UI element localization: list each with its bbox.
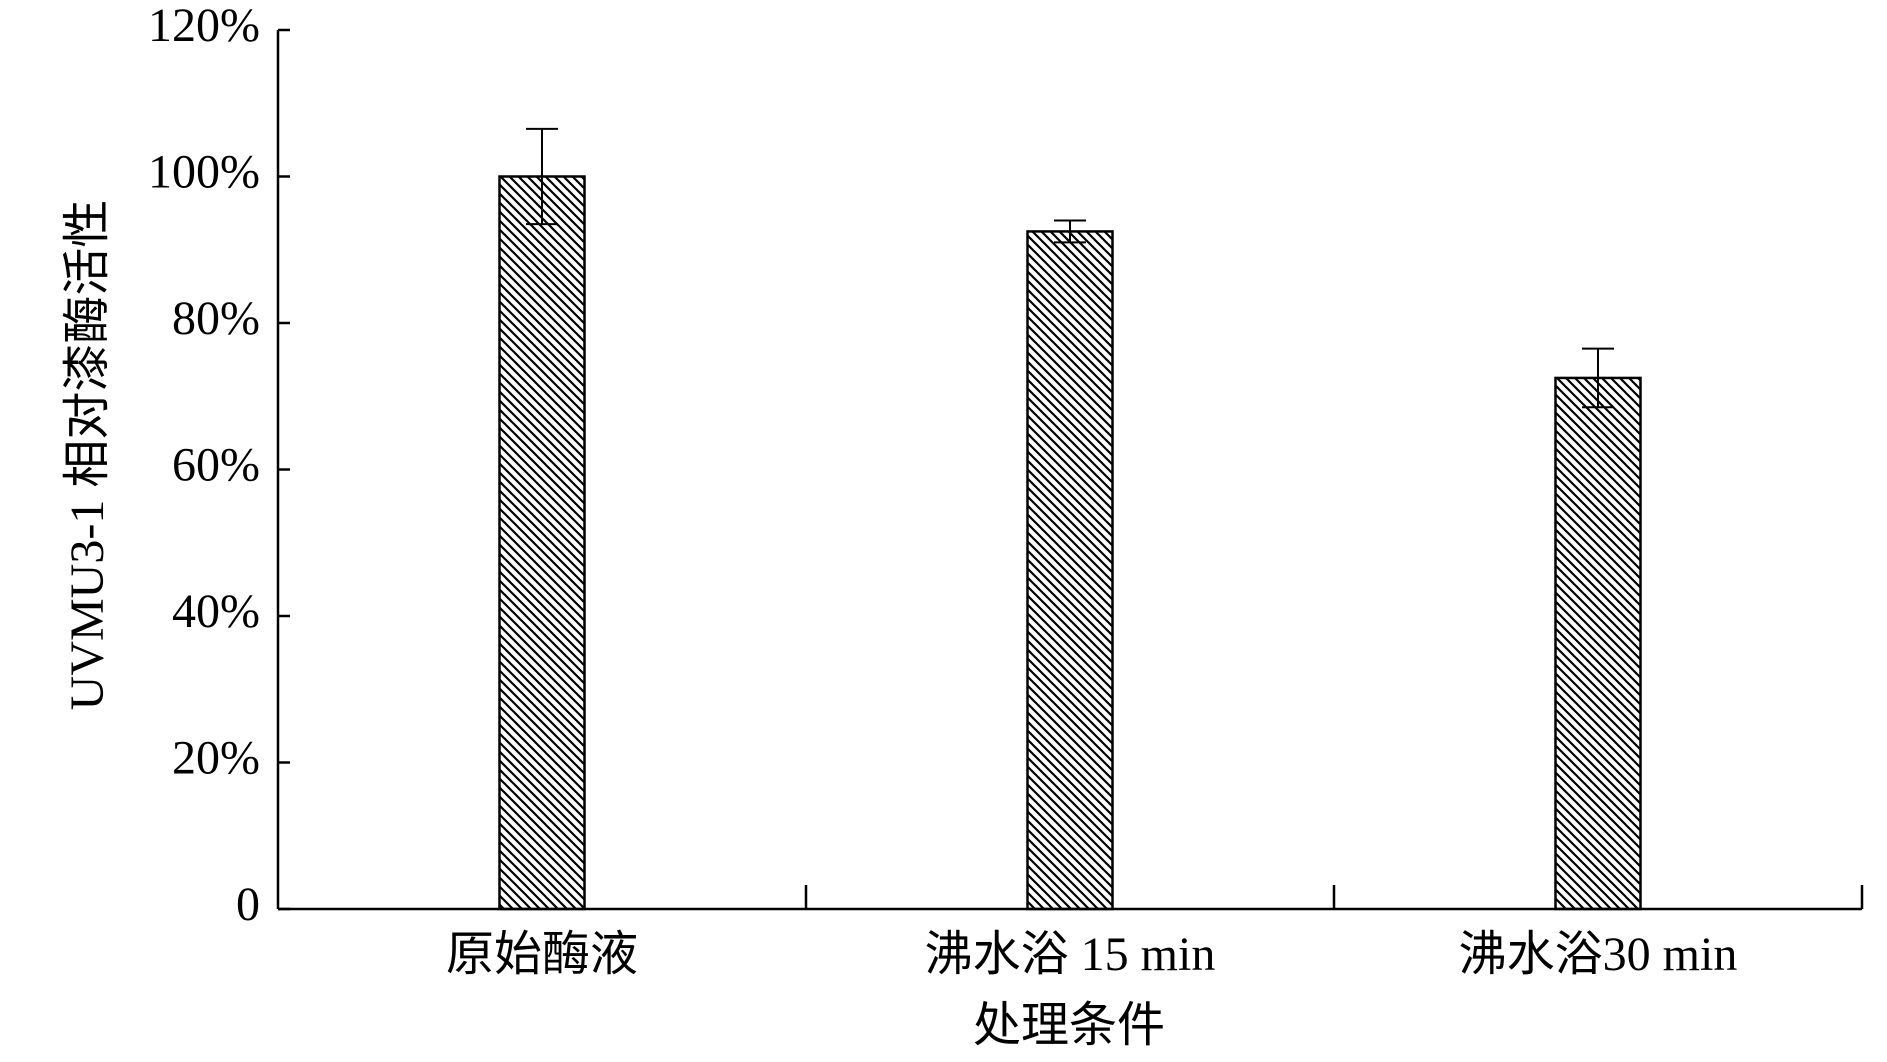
x-tick-label: 沸水浴30 min [1459,928,1738,981]
y-tick-label: 20% [172,732,260,785]
y-tick-label: 0 [236,878,260,931]
bar [1554,376,1642,911]
x-tick-label: 沸水浴 15 min [925,928,1216,981]
x-tick-label: 原始酶液 [446,928,638,981]
bar [1026,230,1114,911]
y-axis-label: UVMU3-1 相对漆酶活性 [61,200,114,711]
x-axis-label: 处理条件 [973,999,1165,1052]
y-tick-label: 40% [172,585,260,638]
bar [498,175,586,911]
y-tick-label: 100% [148,146,260,199]
y-tick-label: 80% [172,292,260,345]
y-tick-label: 120% [148,0,260,52]
y-tick-label: 60% [172,439,260,492]
